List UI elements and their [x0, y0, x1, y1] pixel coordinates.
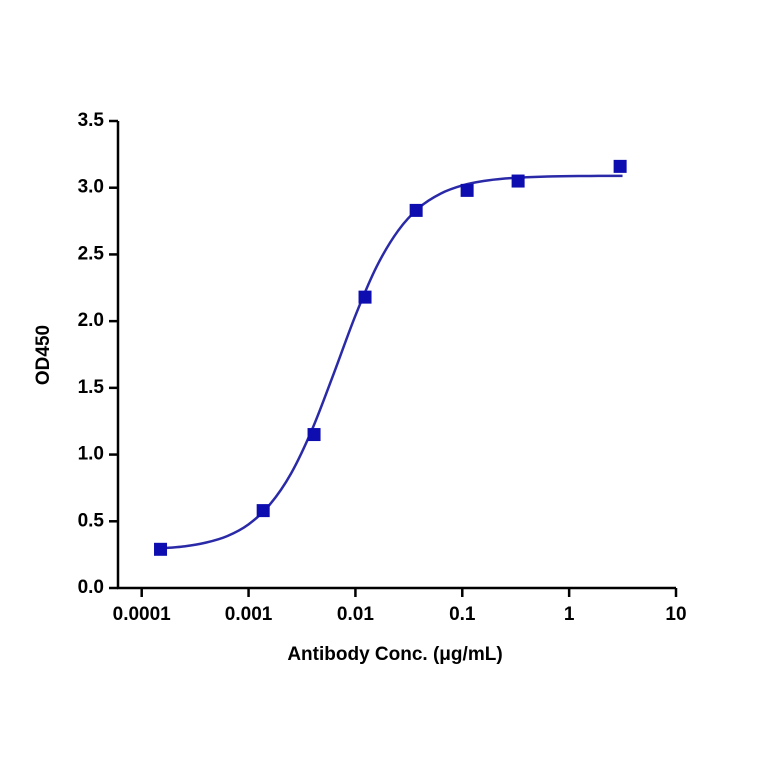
y-tick-label: 3.0 [78, 177, 104, 198]
data-point [154, 542, 168, 556]
x-tick-label: 0.01 [337, 604, 374, 625]
y-tick-label: 2.5 [78, 243, 105, 264]
y-tick-label: 0.0 [78, 577, 104, 598]
x-tick-label: 1 [564, 604, 575, 625]
x-tick-label: 0.001 [225, 604, 273, 625]
y-tick-label: 1.0 [78, 444, 104, 465]
y-tick-label: 2.0 [78, 310, 104, 331]
x-tick-label: 10 [665, 604, 686, 625]
y-tick-label: 0.5 [78, 510, 105, 531]
data-point [409, 203, 423, 217]
x-tick-label: 0.1 [449, 604, 476, 625]
y-axis-title: OD450 [33, 325, 54, 385]
x-axis-title: Antibody Conc. (μg/mL) [287, 644, 502, 665]
data-point [511, 174, 525, 188]
y-tick-label: 1.5 [78, 377, 105, 398]
fit-curve [160, 174, 623, 550]
data-point [460, 183, 474, 197]
data-point [307, 428, 321, 442]
data-point [256, 504, 270, 518]
data-point [358, 290, 372, 304]
y-tick-label: 3.5 [78, 110, 105, 131]
x-tick-label: 0.0001 [113, 604, 172, 625]
data-point [613, 159, 627, 173]
